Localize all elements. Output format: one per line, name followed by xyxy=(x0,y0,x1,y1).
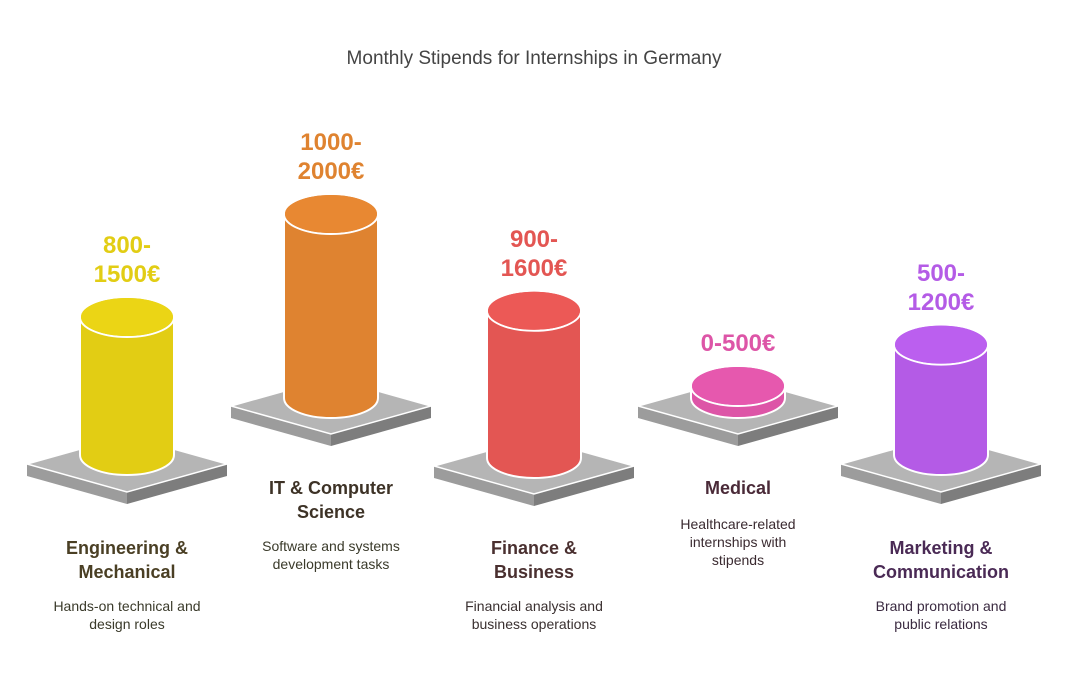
category-description: Healthcare-related internships with stipen… xyxy=(638,515,838,569)
value-label: 900- 1600€ xyxy=(444,225,624,283)
description-line: Brand promotion and xyxy=(875,598,1007,614)
bar-top-highlight xyxy=(81,298,173,336)
description-line: Hands-on technical and xyxy=(53,598,201,614)
value-label-line: 900- xyxy=(509,225,559,253)
category-label: Finance & Business xyxy=(490,538,578,582)
value-label-line: 500- xyxy=(916,259,966,287)
platform-right xyxy=(331,406,431,446)
value-label: 800- 1500€ xyxy=(37,231,217,289)
description-line: business operations xyxy=(471,616,597,632)
value-label: 0-500€ xyxy=(648,329,828,358)
category-description: Software and systems development tasks xyxy=(231,537,431,573)
chart-title: Monthly Stipends for Internships in Germ… xyxy=(346,48,722,69)
column-group xyxy=(838,323,1044,504)
value-label-line: 800- xyxy=(102,232,152,259)
bar-top-highlight xyxy=(895,325,987,364)
description-line: development tasks xyxy=(272,556,390,572)
bar-top-highlight xyxy=(692,367,784,405)
description-line: stipends xyxy=(711,552,765,568)
platform-right xyxy=(941,464,1041,504)
value-label: 1000- 2000€ xyxy=(241,128,421,186)
description-line: public relations xyxy=(894,616,988,632)
category-label: Engineering & Mechanical xyxy=(65,538,188,582)
column-group xyxy=(24,296,230,504)
bar xyxy=(893,343,989,476)
category-label: Medical xyxy=(704,478,772,498)
value-label-line: 1600€ xyxy=(500,254,568,282)
value-label-line: 2000€ xyxy=(297,158,365,185)
value-label-line: 1500€ xyxy=(93,261,161,288)
platform-left xyxy=(231,406,331,446)
value-label-line: 0-500€ xyxy=(700,330,776,357)
column-group xyxy=(635,365,841,446)
platform-left xyxy=(27,464,127,504)
bar-top-highlight xyxy=(285,195,377,233)
column-group xyxy=(431,289,637,506)
platform-left xyxy=(434,466,534,506)
platform-right xyxy=(738,406,838,446)
column-group xyxy=(228,193,434,446)
category-label: IT & Computer Science xyxy=(269,478,393,522)
platform-right xyxy=(534,466,634,506)
category-description: Financial analysis and business operation… xyxy=(434,597,634,633)
value-label: 500- 1200€ xyxy=(851,259,1031,317)
description-line: internships with xyxy=(689,534,787,550)
value-label-line: 1000- xyxy=(300,129,362,156)
category-label: Marketing & Communication xyxy=(872,538,1009,582)
category-description: Brand promotion and public relations xyxy=(841,597,1041,633)
description-line: design roles xyxy=(89,616,165,632)
bar-top-highlight xyxy=(488,291,580,330)
description-line: Healthcare-related xyxy=(680,516,796,532)
bar xyxy=(486,309,582,479)
category-description: Hands-on technical and design roles xyxy=(27,597,227,633)
bar xyxy=(79,316,175,476)
platform-right xyxy=(127,464,227,504)
platform-left xyxy=(638,406,738,446)
description-line: Software and systems xyxy=(262,538,400,554)
description-line: Financial analysis and xyxy=(465,598,603,614)
value-label-line: 1200€ xyxy=(907,288,975,316)
platform-left xyxy=(841,464,941,504)
bar xyxy=(283,213,379,419)
